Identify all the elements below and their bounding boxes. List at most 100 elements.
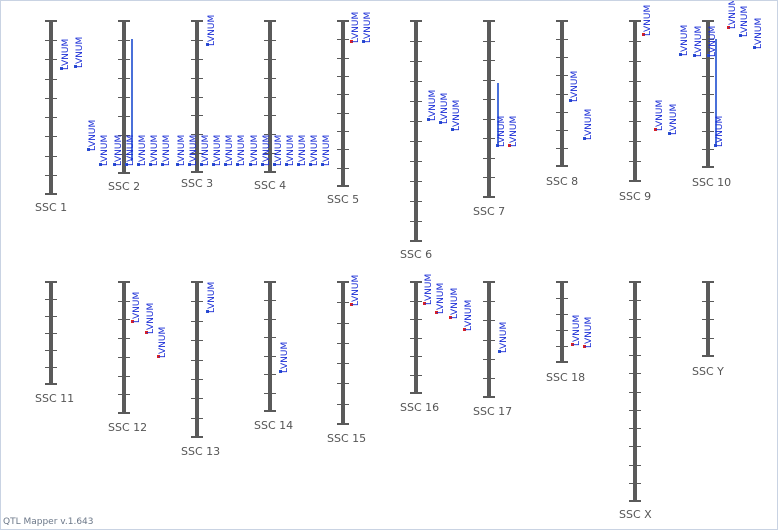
qtl-position-dot bbox=[137, 163, 140, 166]
chromosome-tick bbox=[483, 301, 495, 302]
chromosome-tick bbox=[118, 78, 130, 79]
chromosome-tick bbox=[337, 168, 349, 169]
qtl-label: LVNUM bbox=[126, 134, 136, 166]
chromosome-label: SSC 13 bbox=[181, 445, 221, 458]
qtl-label: LVNUM bbox=[694, 25, 704, 57]
chromosome-tick bbox=[629, 392, 641, 393]
chromosome-end-cap bbox=[702, 355, 714, 357]
qtl-position-dot bbox=[200, 163, 203, 166]
qtl-position-dot bbox=[727, 26, 730, 29]
qtl-label: LVNUM bbox=[298, 134, 308, 166]
qtl-label: LVNUM bbox=[225, 134, 235, 166]
chromosome-end-cap bbox=[629, 20, 641, 22]
qtl-label: LVNUM bbox=[138, 134, 148, 166]
qtl-label: LVNUM bbox=[643, 4, 653, 36]
qtl-label: LVNUM bbox=[754, 17, 764, 49]
qtl-position-dot bbox=[362, 40, 365, 43]
chromosome-tick bbox=[629, 373, 641, 374]
chromosome-end-cap bbox=[45, 193, 57, 195]
chromosome-tick bbox=[483, 177, 495, 178]
qtl-label: LVNUM bbox=[158, 326, 168, 358]
qtl-position-dot bbox=[463, 328, 466, 331]
qtl-position-dot bbox=[753, 46, 756, 49]
qtl-label: LVNUM bbox=[146, 302, 156, 334]
chromosome-tick bbox=[483, 41, 495, 42]
qtl-label: LVNUM bbox=[177, 134, 187, 166]
qtl-label: LVNUM bbox=[162, 134, 172, 166]
chromosome-tick bbox=[483, 138, 495, 139]
chromosome-label: SSC 17 bbox=[473, 405, 513, 418]
chromosome-tick bbox=[337, 131, 349, 132]
chromosome-bar bbox=[49, 21, 53, 194]
chromosome-tick bbox=[702, 76, 714, 77]
chromosome-tick bbox=[483, 119, 495, 120]
chromosome-tick bbox=[556, 112, 568, 113]
chromosome-tick bbox=[483, 359, 495, 360]
qtl-label: LVNUM bbox=[669, 103, 679, 135]
chromosome-tick bbox=[337, 149, 349, 150]
qtl-position-dot bbox=[707, 54, 710, 57]
chromosome-end-cap bbox=[483, 196, 495, 198]
chromosome-tick bbox=[45, 40, 57, 41]
chromosome-tick bbox=[337, 323, 349, 324]
chromosome-end-cap bbox=[483, 281, 495, 283]
qtl-label: LVNUM bbox=[351, 11, 361, 43]
chromosome-end-cap bbox=[556, 361, 568, 363]
chromosome-tick bbox=[118, 319, 130, 320]
chromosome-tick bbox=[702, 131, 714, 132]
chromosome-tick bbox=[45, 333, 57, 334]
qtl-label: LVNUM bbox=[728, 0, 738, 29]
chromosome-tick bbox=[556, 130, 568, 131]
qtl-label: LVNUM bbox=[450, 287, 460, 319]
chromosome-end-cap bbox=[629, 500, 641, 502]
qtl-label: LVNUM bbox=[237, 134, 247, 166]
qtl-position-dot bbox=[350, 40, 353, 43]
qtl-label: LVNUM bbox=[150, 134, 160, 166]
chromosome-tick bbox=[337, 343, 349, 344]
chromosome-tick bbox=[45, 98, 57, 99]
chromosome-tick bbox=[45, 299, 57, 300]
chromosome-tick bbox=[45, 117, 57, 118]
chromosome-tick bbox=[702, 149, 714, 150]
chromosome-tick bbox=[337, 113, 349, 114]
chromosome-end-cap bbox=[702, 20, 714, 22]
qtl-label: LVNUM bbox=[509, 115, 519, 147]
chromosome-tick bbox=[337, 58, 349, 59]
chromosome-tick bbox=[45, 79, 57, 80]
chromosome-end-cap bbox=[629, 281, 641, 283]
chromosome-bar bbox=[560, 282, 564, 362]
chromosome-tick bbox=[45, 350, 57, 351]
chromosome-end-cap bbox=[45, 383, 57, 385]
chromosome-tick bbox=[629, 300, 641, 301]
chromosome-label: SSC 3 bbox=[181, 177, 214, 190]
qtl-position-dot bbox=[714, 144, 717, 147]
chromosome-end-cap bbox=[118, 20, 130, 22]
chromosome-tick bbox=[410, 338, 422, 339]
chromosome-end-cap bbox=[410, 20, 422, 22]
chromosome-tick bbox=[191, 418, 203, 419]
chromosome-tick bbox=[191, 340, 203, 341]
chromosome-tick bbox=[118, 97, 130, 98]
chromosome-label: SSC 15 bbox=[327, 432, 367, 445]
chromosome-label: SSC 7 bbox=[473, 205, 506, 218]
qtl-position-dot bbox=[583, 137, 586, 140]
chromosome-tick bbox=[410, 61, 422, 62]
chromosome-tick bbox=[191, 134, 203, 135]
chromosome-tick bbox=[629, 101, 641, 102]
qtl-position-dot bbox=[451, 128, 454, 131]
qtl-position-dot bbox=[261, 163, 264, 166]
chromosome-tick bbox=[410, 101, 422, 102]
chromosome-bar bbox=[195, 282, 199, 437]
chromosome-tick bbox=[264, 319, 276, 320]
qtl-position-dot bbox=[285, 163, 288, 166]
chromosome-tick bbox=[118, 301, 130, 302]
qtl-label: LVNUM bbox=[499, 321, 509, 353]
chromosome-tick bbox=[410, 161, 422, 162]
qtl-label: LVNUM bbox=[572, 314, 582, 346]
qtl-label: LVNUM bbox=[132, 291, 142, 323]
chromosome-tick bbox=[118, 394, 130, 395]
chromosome-tick bbox=[264, 59, 276, 60]
qtl-label: LVNUM bbox=[280, 341, 290, 373]
chromosome-tick bbox=[118, 376, 130, 377]
